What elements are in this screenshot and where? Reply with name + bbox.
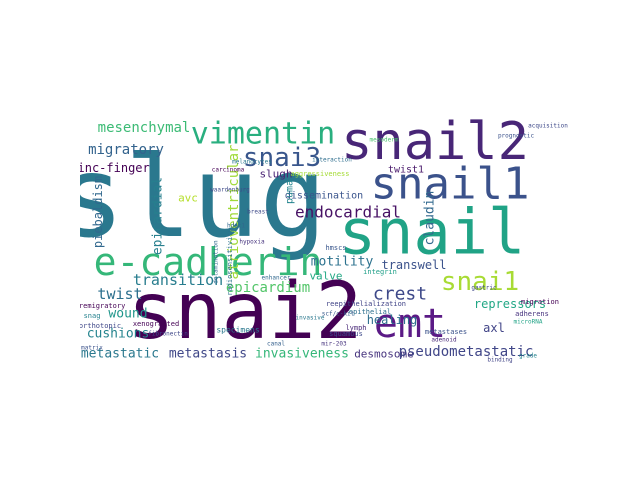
- cloud-word: dissemination: [285, 191, 363, 202]
- cloud-word: snail1: [371, 159, 530, 210]
- cloud-word: microRNA: [514, 319, 543, 326]
- word-cloud: slug snai2 snail2 snail snail1 e-cadherin emt v…: [80, 112, 580, 368]
- cloud-word: premigratory: [80, 302, 125, 310]
- cloud-word: axl: [483, 321, 505, 335]
- cloud-word: epithelial: [349, 308, 391, 316]
- cloud-word: interaction: [312, 157, 352, 164]
- cloud-word: migratory: [88, 142, 164, 158]
- cloud-word: vimentin: [191, 117, 336, 152]
- cloud-word: lymph: [345, 324, 366, 332]
- cloud-word: mesoderm: [370, 137, 399, 144]
- cloud-word: slugh: [259, 168, 292, 181]
- cloud-word: enhancer: [262, 275, 291, 282]
- cloud-word: endocardial: [295, 203, 401, 222]
- cloud-word: melanocytes: [232, 159, 272, 166]
- cloud-word: metastatic: [81, 347, 159, 362]
- cloud-word: twist1: [388, 165, 424, 176]
- cloud-word: valve: [309, 270, 342, 283]
- cloud-word: xenografted: [133, 320, 179, 328]
- cloud-word: invasiveness: [255, 347, 349, 362]
- cloud-word: squamous: [329, 330, 363, 338]
- cloud-word: snail2: [341, 112, 529, 172]
- cloud-word: e-cadherin: [94, 240, 323, 284]
- cloud-word: breast: [247, 209, 269, 216]
- cloud-word: matrix: [81, 345, 103, 352]
- cloud-word: canal: [267, 341, 285, 348]
- cloud-word: specimens: [216, 326, 260, 335]
- cloud-word: mir-203: [321, 341, 347, 348]
- cloud-word: gastric: [471, 285, 497, 292]
- cloud-word: adenoid: [431, 337, 457, 344]
- cloud-word: zinc-finger: [80, 161, 150, 175]
- cloud-word: motility: [311, 255, 374, 270]
- cloud-word: slug: [80, 133, 327, 263]
- cloud-word: grade: [519, 353, 537, 360]
- cloud-word: avc: [178, 192, 198, 205]
- cloud-word: mesenchymal: [98, 120, 191, 136]
- cloud-word: snai2: [128, 267, 363, 357]
- cloud-word: crest: [373, 284, 427, 305]
- cloud-word: invasive: [296, 315, 325, 322]
- cloud-word: radiosensitivity: [226, 228, 234, 295]
- cloud-word: scf/c-kit: [322, 311, 355, 318]
- cloud-word: reepithelialization: [326, 300, 406, 308]
- cloud-word: fibronectin: [148, 331, 188, 338]
- cloud-word: claudin: [423, 191, 438, 246]
- cloud-word: binding: [487, 357, 513, 364]
- cloud-word: hdac1: [227, 223, 245, 230]
- cloud-word: snai1: [441, 267, 519, 297]
- cloud-word: healing: [367, 313, 418, 327]
- cloud-word: epicardium: [226, 280, 310, 296]
- cloud-word: adherens: [515, 310, 549, 318]
- cloud-word: repressors: [474, 297, 546, 311]
- cloud-word: piebaldism: [91, 176, 105, 248]
- cloud-word: twist: [97, 285, 142, 303]
- cloud-word: wound: [108, 307, 147, 322]
- cloud-word: carcinoma: [212, 167, 245, 174]
- cloud-word: hypoxia: [239, 239, 265, 246]
- cloud-word: atrioventricular: [226, 145, 242, 280]
- cloud-word: hmscs: [325, 244, 346, 252]
- cloud-word: puma: [285, 180, 296, 204]
- cloud-word: emt: [374, 301, 446, 347]
- cloud-word: prognostic: [498, 133, 535, 140]
- cloud-word: orthotopic: [80, 322, 121, 330]
- cloud-word: snai3: [243, 143, 321, 173]
- cloud-word: acquisition: [528, 123, 568, 130]
- cloud-word: aggressiveness: [290, 170, 349, 178]
- cloud-word: pseudometastatic: [399, 344, 534, 360]
- cloud-word: transwell: [381, 258, 446, 272]
- cloud-word: metastasis: [169, 347, 247, 362]
- cloud-word: cushions: [87, 327, 150, 342]
- cloud-word: delamination: [213, 240, 220, 284]
- cloud-word: metastases: [425, 328, 467, 336]
- cloud-word: migration: [521, 298, 559, 306]
- cloud-word: transition: [133, 271, 223, 289]
- cloud-word: desmosome: [354, 348, 414, 361]
- cloud-word: integrin: [363, 268, 397, 276]
- cloud-word: epicardial: [151, 177, 166, 255]
- cloud-word: snail: [339, 196, 526, 269]
- cloud-word: waardenburg: [210, 187, 250, 194]
- cloud-word: snag: [84, 312, 101, 320]
